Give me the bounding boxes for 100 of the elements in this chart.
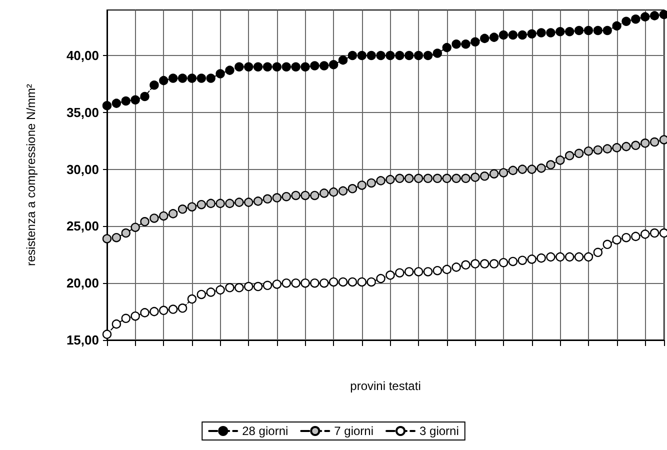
legend-label: 7 giorni — [334, 424, 374, 438]
point — [121, 314, 130, 323]
point — [206, 198, 216, 208]
point — [480, 259, 490, 268]
point — [442, 264, 452, 274]
point — [386, 270, 395, 280]
point — [291, 278, 300, 288]
point — [282, 62, 291, 72]
point — [452, 262, 461, 272]
point — [461, 40, 470, 49]
point — [470, 172, 480, 182]
point — [518, 164, 527, 174]
point — [498, 30, 508, 40]
point — [168, 209, 178, 218]
point — [518, 256, 527, 265]
point — [253, 62, 263, 72]
point — [168, 304, 178, 314]
point — [348, 184, 358, 194]
point — [404, 50, 414, 60]
point — [584, 146, 594, 156]
point — [196, 200, 206, 210]
point — [527, 254, 536, 264]
point — [216, 69, 225, 78]
y-tick-label: 20,00 — [66, 276, 99, 291]
point — [602, 240, 612, 250]
y-tick-label: 25,00 — [66, 218, 99, 234]
point — [140, 217, 150, 226]
point — [536, 253, 546, 263]
point — [640, 230, 650, 239]
point — [320, 188, 329, 198]
point — [536, 28, 546, 38]
point — [102, 234, 112, 244]
point — [395, 50, 404, 60]
point — [150, 80, 159, 90]
y-tick-label: 40,00 — [66, 48, 99, 64]
point — [262, 62, 272, 72]
point — [650, 137, 660, 147]
point — [536, 164, 546, 173]
point — [518, 30, 527, 40]
point — [121, 96, 130, 106]
point — [432, 174, 442, 184]
point — [282, 192, 291, 202]
point — [234, 62, 244, 72]
point — [659, 135, 667, 144]
point — [291, 62, 300, 72]
point — [159, 211, 168, 221]
point — [225, 66, 234, 75]
point — [253, 282, 263, 292]
point — [159, 306, 168, 316]
point — [527, 164, 536, 174]
point — [130, 95, 140, 104]
point — [348, 50, 358, 60]
point — [612, 21, 622, 31]
point — [150, 214, 159, 223]
point — [187, 202, 197, 212]
point — [659, 228, 667, 238]
point — [244, 282, 254, 292]
point — [442, 174, 452, 184]
point — [432, 266, 442, 276]
point — [395, 174, 404, 184]
point — [386, 174, 395, 184]
point — [159, 76, 168, 86]
point — [234, 283, 244, 292]
point — [272, 62, 282, 72]
point — [414, 174, 424, 184]
point — [366, 277, 376, 287]
point — [631, 140, 640, 150]
point — [452, 40, 461, 49]
point — [187, 294, 197, 304]
point — [461, 260, 470, 270]
point — [480, 172, 490, 181]
point — [622, 16, 631, 26]
point — [489, 169, 499, 178]
point — [631, 14, 640, 24]
point — [262, 194, 272, 204]
point — [498, 168, 508, 178]
point — [414, 50, 424, 60]
point — [272, 193, 282, 202]
point — [480, 34, 490, 44]
point — [574, 148, 584, 158]
y-tick-label: 15,00 — [66, 332, 99, 348]
point — [187, 74, 197, 83]
point — [565, 27, 574, 36]
point — [584, 26, 594, 36]
point — [310, 278, 320, 288]
point — [565, 252, 574, 262]
point — [556, 27, 565, 36]
point — [102, 330, 112, 339]
point — [206, 288, 216, 297]
point — [338, 277, 348, 287]
point — [357, 180, 366, 190]
point — [348, 277, 358, 287]
point — [150, 306, 159, 316]
point — [574, 252, 584, 262]
point — [291, 190, 300, 200]
point — [640, 12, 650, 22]
point — [376, 274, 386, 284]
legend-label: 28 giorni — [242, 424, 288, 438]
point — [565, 151, 574, 160]
point — [622, 142, 631, 152]
